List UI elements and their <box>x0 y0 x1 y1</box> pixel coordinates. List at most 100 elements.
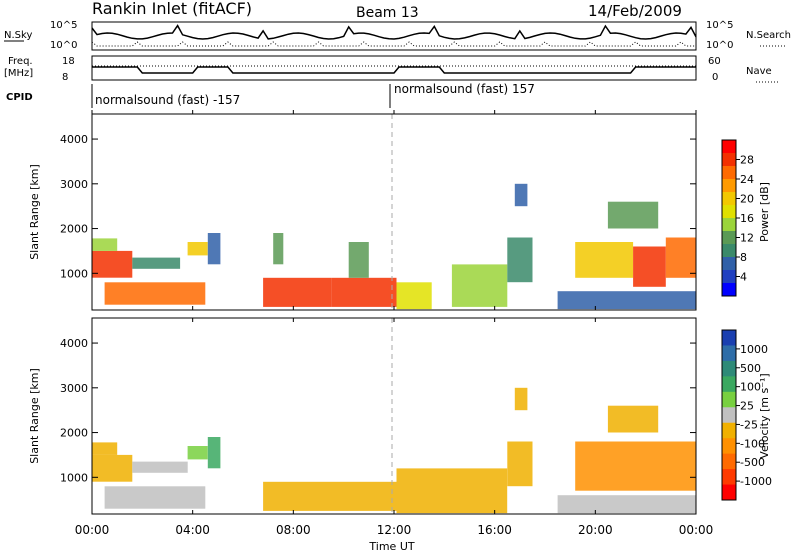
data-cell <box>557 291 696 310</box>
colorbar-tick-label: 25 <box>740 400 754 413</box>
velocity-ylabel: Slant Range [km] <box>28 368 41 464</box>
y-tick-label: 3000 <box>60 178 88 191</box>
data-cell <box>633 246 666 287</box>
data-cell <box>557 495 696 514</box>
cpid-segment-1: normalsound (fast) -157 <box>95 93 240 107</box>
data-cell <box>187 242 208 256</box>
colorbar-tick-label: 8 <box>740 251 747 264</box>
colorbar-tick-label: 4 <box>740 271 747 284</box>
velocity-colorbar: 1000 500 100 25 -25 -100 -500 -1000 <box>721 329 772 501</box>
colorbar-tick-label: -1000 <box>740 475 772 488</box>
date-title: 14/Feb/2009 <box>588 2 682 20</box>
colorbar-tick-label: 500 <box>740 362 761 375</box>
data-cell <box>514 183 528 207</box>
data-cell <box>575 242 634 278</box>
y-tick-label: 4000 <box>60 133 88 146</box>
power-data <box>92 183 696 310</box>
x-axis-label: Time UT <box>368 540 414 553</box>
nsky-tick-bottom: 10^0 <box>50 40 77 51</box>
nsearch-label: N.Search <box>746 30 791 41</box>
data-cell <box>331 277 397 307</box>
data-cell <box>273 233 284 265</box>
nsky-trace <box>91 24 697 40</box>
data-cell <box>92 238 118 251</box>
power-ylabel: Slant Range [km] <box>28 164 41 260</box>
data-cell <box>92 442 118 455</box>
nave-label: Nave <box>746 66 772 77</box>
x-tick-label: 08:00 <box>276 523 311 537</box>
x-tick-label: 16:00 <box>477 523 512 537</box>
beam-title: Beam 13 <box>356 5 419 21</box>
data-cell <box>507 441 533 487</box>
colorbar-tick-label: 24 <box>740 173 754 186</box>
data-cell <box>396 468 508 514</box>
nsearch-tick-top: 10^5 <box>706 20 733 31</box>
y-tick-label: 4000 <box>60 337 88 350</box>
data-cell <box>514 387 528 411</box>
data-cell <box>451 264 508 307</box>
freq-label: Freq. <box>8 56 33 67</box>
data-cell <box>348 242 369 278</box>
data-cell <box>575 441 696 491</box>
data-cell <box>263 277 331 307</box>
y-tick-label: 3000 <box>60 382 88 395</box>
data-cell <box>507 237 533 283</box>
colorbar-tick-label: 28 <box>740 154 754 167</box>
data-cell <box>187 446 208 460</box>
data-cell <box>665 237 696 278</box>
x-tick-label: 04:00 <box>175 523 210 537</box>
freq-tick-bottom: 8 <box>62 72 68 83</box>
colorbar-tick-label: 20 <box>740 193 754 206</box>
station-title: Rankin Inlet (fitACF) <box>92 0 252 18</box>
x-tick-label: 00:00 <box>75 523 110 537</box>
data-cell <box>396 282 432 310</box>
freq-tick-top: 18 <box>62 56 75 67</box>
cpid-segment-2: normalsound (fast) 157 <box>394 82 535 96</box>
data-cell <box>207 233 221 265</box>
data-cell <box>104 282 206 305</box>
data-cell <box>92 454 133 482</box>
x-tick-label: 12:00 <box>377 523 412 537</box>
data-cell <box>207 437 221 469</box>
colorbar-tick-label: 12 <box>740 232 754 245</box>
colorbar-tick-label: -100 <box>740 437 765 450</box>
data-cell <box>607 405 659 433</box>
colorbar-tick-label: 16 <box>740 212 754 225</box>
power-colorbar-label: Power [dB] <box>758 182 771 242</box>
data-cell <box>104 486 206 509</box>
freq-trace <box>92 66 696 74</box>
freq-unit: [MHz] <box>4 68 33 79</box>
power-panel: 1000 2000 3000 4000 Slant Range [km] <box>28 113 697 311</box>
velocity-data <box>92 387 696 514</box>
colorbar-tick-label: -500 <box>740 456 765 469</box>
power-colorbar: 28 24 20 16 12 8 4 <box>721 139 754 297</box>
x-tick-label: 00:00 <box>679 523 714 537</box>
y-tick-label: 1000 <box>60 471 88 484</box>
velocity-panel: 1000 2000 3000 4000 Slant Range [km] <box>28 317 697 515</box>
freq-panel: Freq. [MHz] 18 8 60 0 Nave <box>4 55 778 83</box>
y-tick-label: 1000 <box>60 267 88 280</box>
data-cell <box>132 257 181 269</box>
data-cell <box>263 481 397 511</box>
nsky-panel: N.Sky 10^5 10^0 10^5 10^0 N.Search <box>4 20 791 51</box>
x-axis: 00:00 04:00 08:00 12:00 16:00 20:00 00:00 <box>75 110 714 537</box>
cpid-label: CPID <box>6 92 33 103</box>
nsearch-trace <box>91 41 696 47</box>
colorbar-tick-label: 100 <box>740 381 761 394</box>
nsearch-tick-bottom: 10^0 <box>706 40 733 51</box>
y-tick-label: 2000 <box>60 223 88 236</box>
data-cell <box>607 201 659 229</box>
nave-tick-bottom: 0 <box>712 72 718 83</box>
colorbar-tick-label: 1000 <box>740 343 768 356</box>
colorbar-tick-label: -25 <box>740 418 758 431</box>
nsky-tick-top: 10^5 <box>50 20 77 31</box>
nsky-label: N.Sky <box>4 30 32 41</box>
velocity-colorbar-label: Velocity [m s⁻¹] <box>758 373 771 458</box>
cpid-panel: CPID normalsound (fast) -157 normalsound… <box>6 82 535 108</box>
data-cell <box>92 250 133 278</box>
nave-tick-top: 60 <box>708 56 721 67</box>
y-tick-label: 2000 <box>60 427 88 440</box>
data-cell <box>132 461 188 473</box>
x-tick-label: 20:00 <box>578 523 613 537</box>
